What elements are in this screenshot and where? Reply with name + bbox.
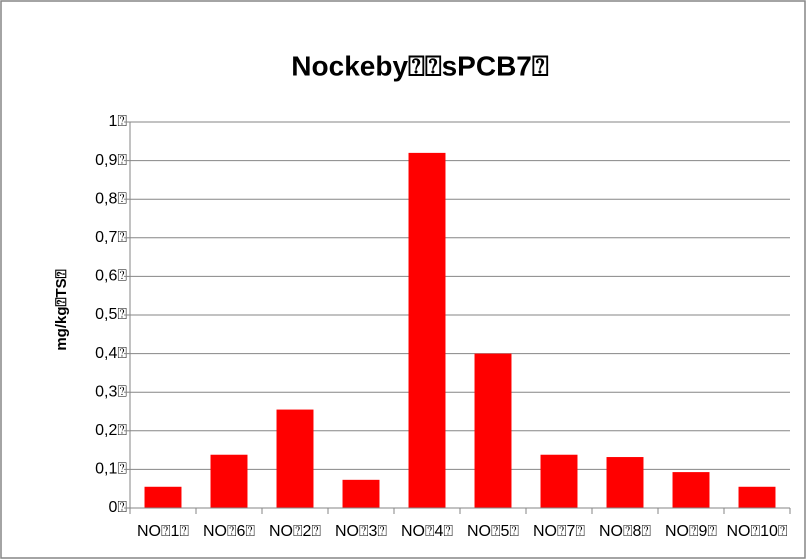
bar xyxy=(540,454,578,508)
y-tick-label: 0,9⍰ xyxy=(95,152,127,169)
x-tick-label: NO⍰1⍰ xyxy=(137,523,189,540)
bar xyxy=(210,454,248,508)
x-tick-label: NO⍰5⍰ xyxy=(467,523,519,540)
bar xyxy=(474,353,512,508)
bar xyxy=(606,457,644,508)
y-tick-label: 0,7⍰ xyxy=(95,229,127,246)
x-tick-label: NO⍰3⍰ xyxy=(335,523,387,540)
y-tick-label: 1⍰ xyxy=(109,113,128,130)
x-tick-label: NO⍰6⍰ xyxy=(203,523,255,540)
x-tick-label: NO⍰7⍰ xyxy=(533,523,585,540)
bar xyxy=(672,472,710,508)
y-tick-label: 0,3⍰ xyxy=(95,383,127,400)
bar xyxy=(276,409,314,508)
x-tick-label: NO⍰8⍰ xyxy=(599,523,651,540)
x-tick-label: NO⍰10⍰ xyxy=(727,523,788,540)
x-tick-label: NO⍰2⍰ xyxy=(269,523,321,540)
bar xyxy=(144,486,182,508)
bar xyxy=(342,479,380,508)
x-tick-label: NO⍰9⍰ xyxy=(665,523,717,540)
y-tick-label: 0⍰ xyxy=(109,499,128,516)
y-tick-label: 0,4⍰ xyxy=(95,345,127,362)
y-tick-label: 0,8⍰ xyxy=(95,190,127,207)
chart-title: Nockeby⍰⍰sPCB7⍰ xyxy=(291,50,549,81)
y-tick-label: 0,5⍰ xyxy=(95,306,127,323)
y-axis-label: mg/kg⍰TS⍰ xyxy=(53,269,70,350)
x-tick-label: NO⍰4⍰ xyxy=(401,523,453,540)
y-tick-label: 0,1⍰ xyxy=(95,461,127,478)
bar xyxy=(738,486,776,508)
y-tick-label: 0,2⍰ xyxy=(95,422,127,439)
y-tick-label: 0,6⍰ xyxy=(95,268,127,285)
bar xyxy=(408,152,446,508)
